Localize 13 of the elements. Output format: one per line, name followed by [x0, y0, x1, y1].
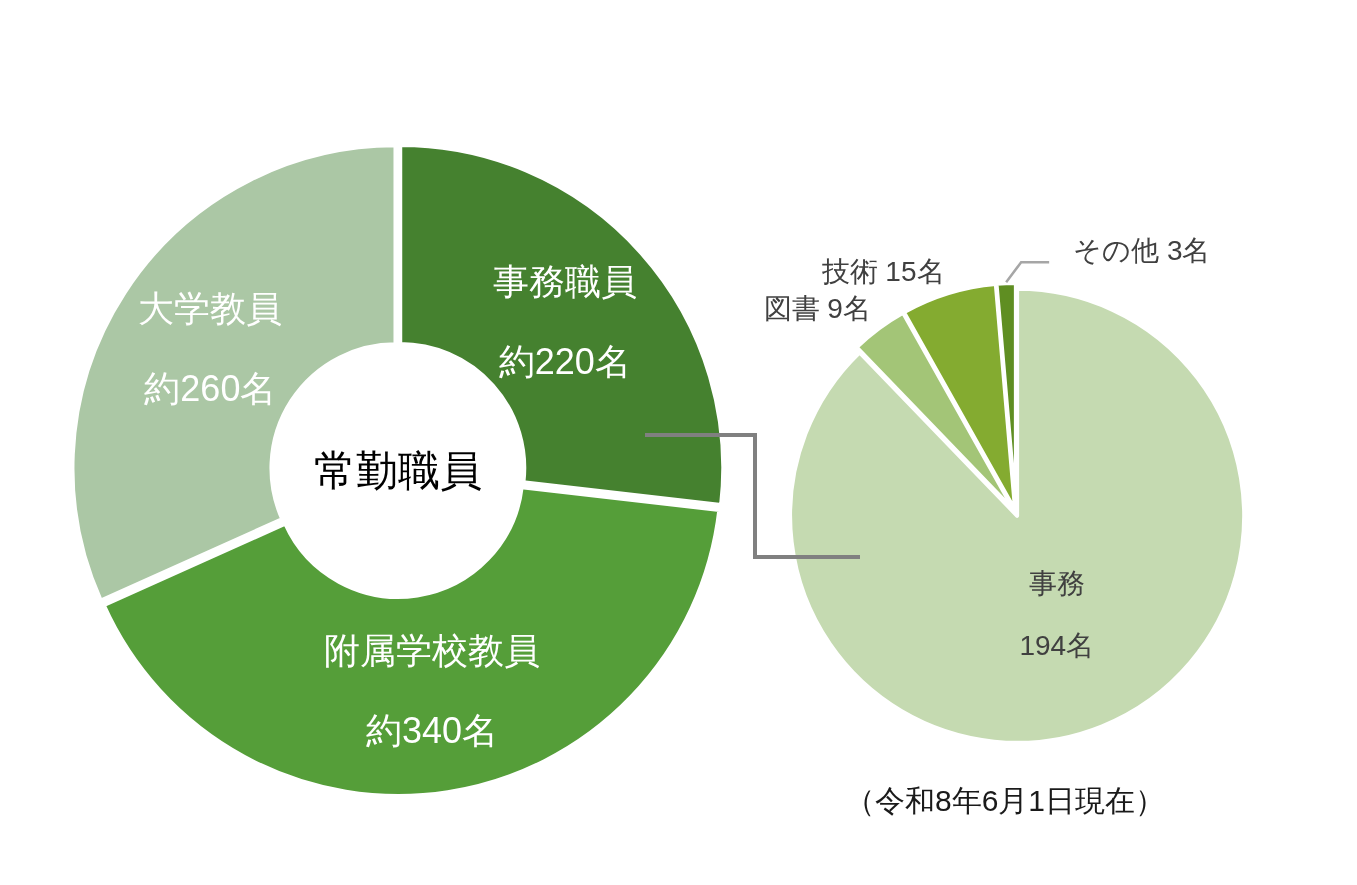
slice-label: 事務職員 — [492, 260, 637, 302]
slice-label: その他 3名 — [1073, 234, 1211, 266]
annotation: （令和8年6月1日現在） — [844, 783, 1166, 817]
data-label: 約260名 — [144, 368, 277, 409]
data-label: 約220名 — [498, 340, 631, 382]
slice-label: 大学教員 — [138, 288, 283, 329]
data-label: 約340名 — [366, 710, 499, 752]
title: 常勤職員 — [314, 446, 482, 494]
slice-label: 技術 15名 — [820, 255, 945, 287]
slice-label: 図書 9名 — [763, 293, 871, 325]
data-label: 194名 — [1019, 629, 1095, 661]
slice-label: 附属学校教員 — [324, 630, 541, 672]
slice-label: 事務 — [1028, 567, 1085, 599]
